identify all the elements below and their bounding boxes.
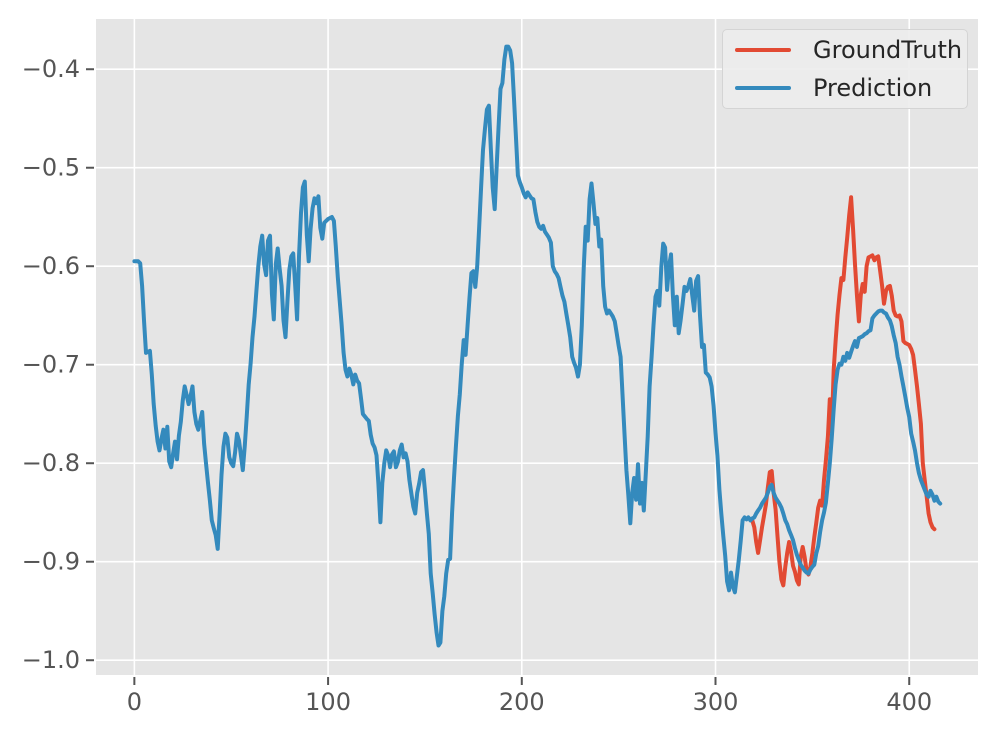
y-tick-label: −0.6 — [22, 252, 80, 280]
groundtruth-line-swatch-icon — [735, 48, 791, 52]
series-line-groundtruth — [750, 195, 937, 588]
legend: GroundTruth Prediction — [722, 29, 968, 109]
plot-area — [96, 19, 978, 675]
legend-label-groundtruth: GroundTruth — [813, 36, 963, 64]
legend-item-prediction: Prediction — [733, 72, 957, 104]
x-tick-label: 0 — [127, 688, 142, 716]
y-tick-label: −0.5 — [22, 154, 80, 182]
y-tick-label: −0.4 — [22, 55, 80, 83]
x-tick-label: 400 — [886, 688, 932, 716]
axis-tick-labels: 0 100 200 300 400 −1.0 −0.9 −0.8 −0.7 −0.6 −0.5 −0.… — [22, 55, 932, 716]
x-tick-label: 300 — [693, 688, 739, 716]
y-tick-label: −0.8 — [22, 449, 80, 477]
x-tick-label: 100 — [305, 688, 351, 716]
y-tick-label: −0.7 — [22, 351, 80, 379]
x-tick-label: 200 — [499, 688, 545, 716]
y-tick-label: −0.9 — [22, 548, 80, 576]
y-tick-label: −1.0 — [22, 646, 80, 674]
prediction-line-swatch-icon — [735, 86, 791, 90]
series-line-prediction — [132, 44, 943, 648]
legend-label-prediction: Prediction — [813, 74, 933, 102]
series-lines — [132, 44, 943, 648]
legend-item-groundtruth: GroundTruth — [733, 34, 962, 66]
tick-marks — [86, 68, 911, 685]
